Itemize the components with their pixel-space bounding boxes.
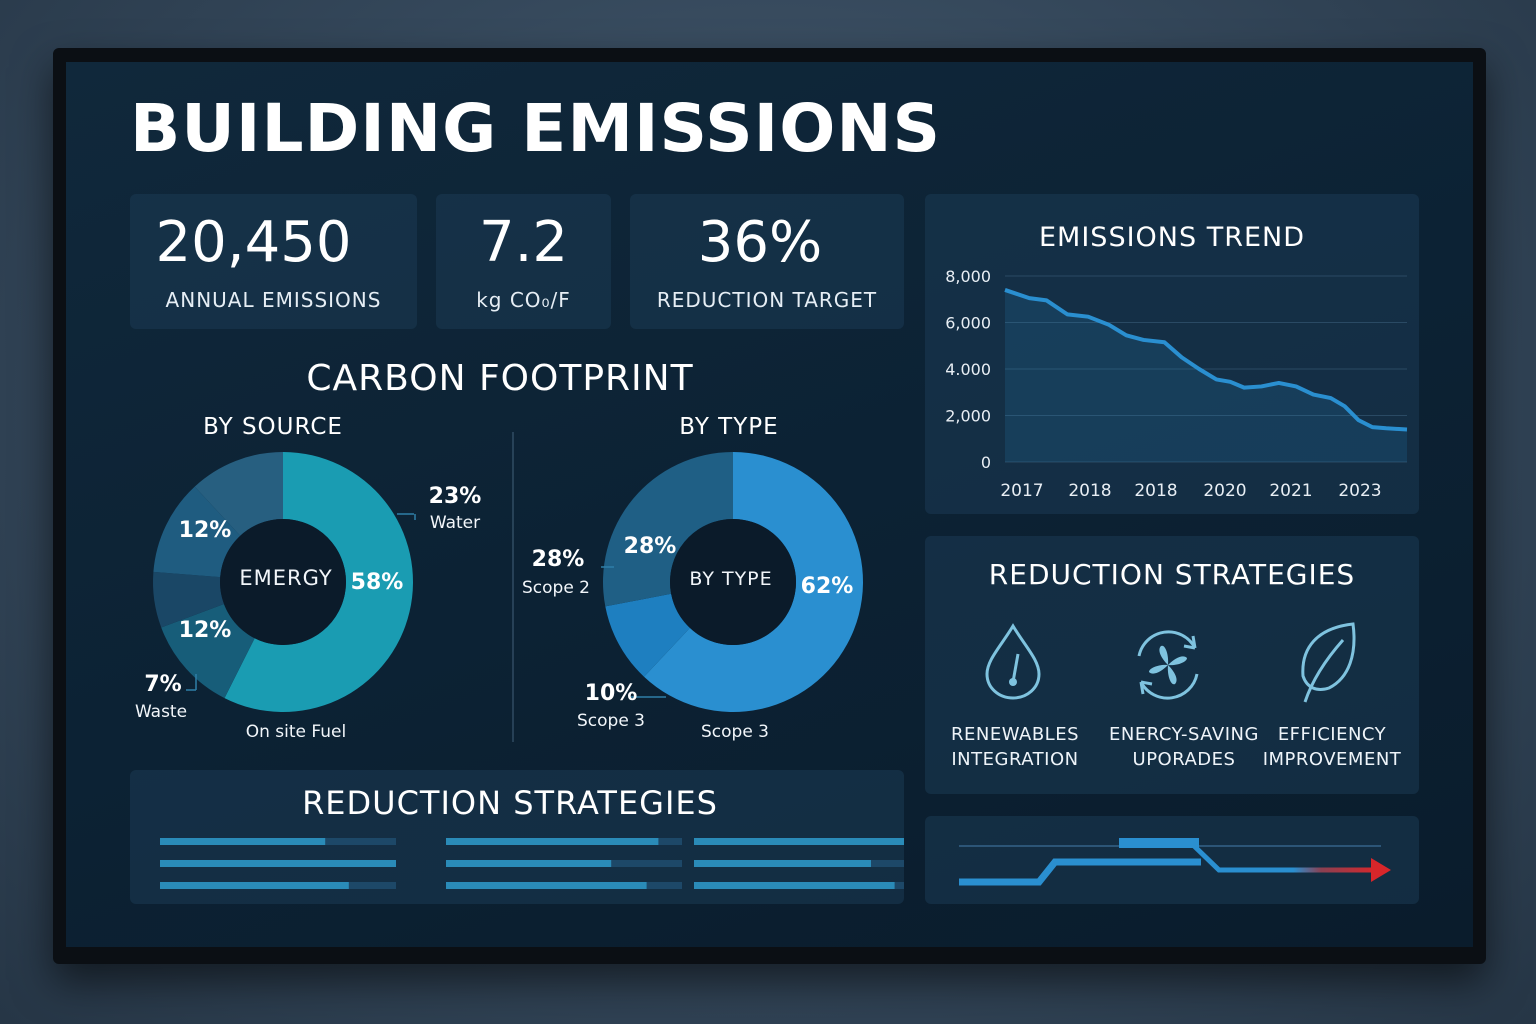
- strategy-line: UPORADES: [1132, 749, 1236, 770]
- leaf-icon: [1301, 622, 1356, 703]
- waste-pct: 7%: [144, 672, 182, 697]
- reduction-strategies-title: REDUCTION STRATEGIES: [988, 558, 1356, 591]
- trend-x-tick-label: 2017: [1000, 481, 1043, 501]
- page-title: BUILDING EMISSIONS: [130, 90, 942, 167]
- kpi-label: ANNUAL EMISSIONS: [165, 288, 382, 312]
- by-source-donut-chart: [153, 452, 863, 712]
- water-pct: 23%: [428, 484, 482, 509]
- strategy-bar-fill: [446, 838, 659, 845]
- trend-y-tick-label: 8,000: [945, 267, 991, 286]
- kpi-card-annual-emissions: 20,450 ANNUAL EMISSIONS: [130, 194, 417, 329]
- strategy-efficiency: EFFICIENCY IMPROVEMENT: [1259, 722, 1405, 772]
- kpi-value: 20,450: [155, 210, 352, 275]
- arrow-step-line: [959, 858, 1201, 886]
- emissions-trend-chart: 0 2,000 4.000 6,000 8,000 2017 2018 2018 2020 202…: [945, 267, 1408, 501]
- trend-y-tick-label: 2,000: [945, 407, 991, 426]
- strategy-bar-fill: [160, 882, 349, 889]
- strategy-bar-fill: [446, 882, 647, 889]
- scope3-label: Scope 3: [576, 711, 645, 731]
- by-source-slice: [194, 452, 283, 536]
- kpi-label: kg CO₀/F: [476, 288, 571, 312]
- source-pct-label: 12%: [178, 518, 232, 543]
- source-pct-label: 58%: [350, 570, 404, 595]
- scope2-label: Scope 2: [521, 578, 590, 598]
- by-type-hole: [670, 519, 796, 645]
- strategy-bar-fill: [694, 838, 904, 845]
- by-type-slice: [603, 452, 733, 607]
- onsite-fuel-label: On site Fuel: [245, 722, 347, 742]
- water-label: Water: [429, 513, 481, 533]
- type-center-label: BY TYPE: [689, 568, 773, 590]
- source-center-label: EMERGY: [239, 566, 333, 590]
- by-source-slice: [153, 486, 241, 578]
- by-source-hole: [220, 519, 346, 645]
- scope3-pct: 10%: [584, 681, 638, 706]
- trend-series-line: [1004, 288, 1408, 432]
- waste-label: Waste: [134, 702, 188, 722]
- strategy-renewables: RENEWABLES INTEGRATION: [935, 722, 1095, 772]
- trend-x-tick-label: 2020: [1203, 481, 1246, 501]
- by-source-slice: [224, 452, 413, 712]
- reduction-arrow-graphic: [959, 838, 1391, 886]
- arrow-block: [1119, 838, 1199, 848]
- source-pct-label: 12%: [178, 618, 232, 643]
- strategy-line: RENEWABLES: [950, 724, 1080, 745]
- strategy-bar-fill: [694, 860, 871, 867]
- bottom-strategy-bars: [160, 838, 904, 889]
- drop-gauge-icon: [985, 623, 1041, 700]
- trend-y-tick-label: 0: [981, 453, 991, 472]
- carbon-footprint-title: CARBON FOOTPRINT: [306, 358, 694, 399]
- emissions-trend-title: EMISSIONS TREND: [1038, 222, 1306, 253]
- kpi-value: 7.2: [478, 210, 569, 275]
- strategy-line: EFFICIENCY: [1277, 724, 1387, 745]
- type-pct-label: 62%: [800, 574, 854, 599]
- reduction-strategies-panel: REDUCTION STRATEGIES RENEWABLES INTEGRAT…: [925, 536, 1419, 794]
- trend-area: [1005, 289, 1407, 462]
- strategy-line: ENERCY-SAVING: [1109, 724, 1259, 745]
- kpi-card-reduction-target: 36% REDUCTION TARGET: [630, 194, 904, 329]
- kpi-label: REDUCTION TARGET: [656, 288, 878, 312]
- scope2-pct: 28%: [531, 547, 585, 572]
- trend-y-tick-label: 6,000: [945, 314, 991, 333]
- trend-x-tick-label: 2021: [1269, 481, 1312, 501]
- strategy-bar-fill: [160, 838, 326, 845]
- by-type-slice: [644, 452, 863, 712]
- strategy-line: IMPROVEMENT: [1262, 749, 1402, 770]
- kpi-card-intensity: 7.2 kg CO₀/F: [436, 194, 611, 329]
- strategy-line: INTEGRATION: [951, 749, 1079, 770]
- by-type-title: BY TYPE: [679, 414, 779, 440]
- emissions-trend-panel: EMISSIONS TREND: [925, 194, 1419, 514]
- bottom-strategies-panel: REDUCTION STRATEGIES: [130, 770, 904, 904]
- strategy-bar-fill: [160, 860, 396, 867]
- strategy-energy-saving: ENERCY-SAVING UPORADES: [1095, 722, 1273, 772]
- bottom-strategies-title: REDUCTION STRATEGIES: [302, 784, 718, 822]
- kpi-value: 36%: [697, 210, 823, 275]
- strategy-bar-fill: [446, 860, 612, 867]
- trend-x-tick-label: 2018: [1068, 481, 1111, 501]
- by-source-title: BY SOURCE: [203, 414, 343, 440]
- trend-x-tick-label: 2023: [1338, 481, 1381, 501]
- fan-cycle-icon: [1137, 630, 1199, 700]
- arrow-trend-line: [1189, 841, 1377, 873]
- trend-x-tick-label: 2018: [1134, 481, 1177, 501]
- footprint-divider: [512, 432, 514, 742]
- dashboard-screen: BUILDING EMISSIONS 20,450 ANNUAL EMISSIO…: [66, 62, 1473, 947]
- strategy-bar-fill: [694, 882, 895, 889]
- by-type-slice: [605, 593, 690, 677]
- by-source-slice: [161, 604, 255, 699]
- by-source-slice: [153, 571, 224, 628]
- trend-y-tick-label: 4.000: [945, 360, 991, 379]
- scope3-label-bottom: Scope 3: [700, 722, 769, 742]
- type-pct-label: 28%: [623, 534, 677, 559]
- reduction-arrow-panel: [925, 816, 1419, 904]
- arrow-head: [1371, 858, 1391, 882]
